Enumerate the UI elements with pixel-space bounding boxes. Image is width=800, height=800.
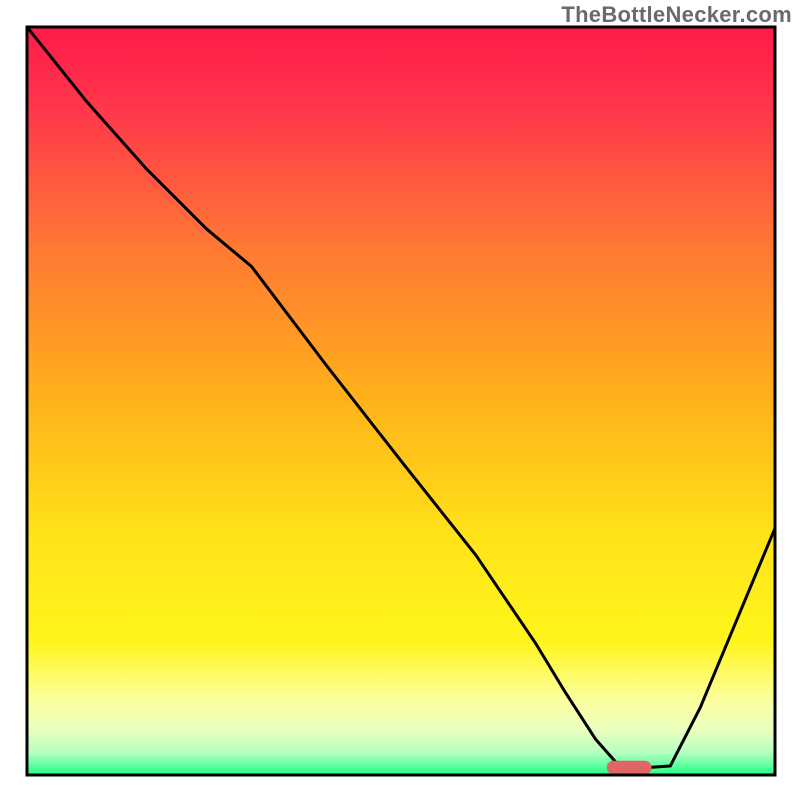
bottleneck-chart [0,0,800,800]
chart-container: TheBottleNecker.com [0,0,800,800]
target-marker [607,761,652,774]
plot-background [27,27,775,775]
watermark: TheBottleNecker.com [561,2,792,28]
